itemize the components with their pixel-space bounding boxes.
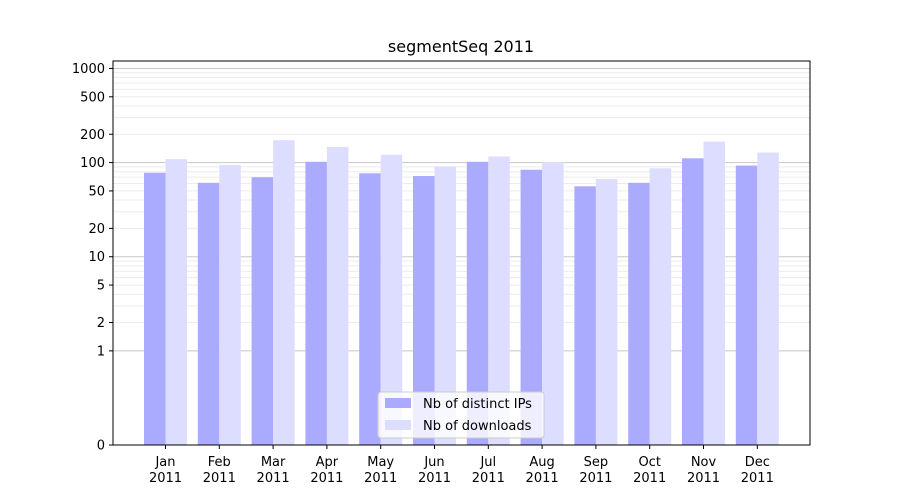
legend-label-distinct-ips: Nb of distinct IPs bbox=[423, 397, 532, 412]
x-tick-label-month: May bbox=[367, 455, 394, 470]
y-tick-label: 5 bbox=[97, 279, 105, 294]
bars bbox=[144, 140, 779, 446]
x-tick-label-year: 2011 bbox=[633, 471, 666, 486]
y-tick-label: 10 bbox=[88, 250, 105, 265]
x-tick-label-month: Jun bbox=[423, 455, 444, 470]
bar-downloads-aug bbox=[542, 162, 564, 445]
y-tick-label: 100 bbox=[80, 156, 105, 171]
y-tick-label: 500 bbox=[80, 90, 105, 105]
y-tick-label: 0 bbox=[97, 439, 105, 454]
bar-distinct-ips-apr bbox=[305, 161, 327, 445]
bar-downloads-nov bbox=[703, 141, 725, 445]
bar-distinct-ips-jun bbox=[413, 176, 435, 445]
x-tick-label-year: 2011 bbox=[310, 471, 343, 486]
bar-downloads-feb bbox=[219, 165, 241, 445]
bar-distinct-ips-oct bbox=[628, 182, 650, 445]
y-tick-label: 2 bbox=[97, 316, 105, 331]
plot-frame bbox=[112, 60, 811, 446]
x-tick-label-year: 2011 bbox=[418, 471, 451, 486]
x-axis: Jan2011Feb2011Mar2011Apr2011May2011Jun20… bbox=[149, 445, 774, 486]
bar-distinct-ips-jan bbox=[144, 172, 166, 445]
bar-downloads-jan bbox=[165, 159, 187, 445]
bar-distinct-ips-may bbox=[359, 173, 381, 445]
x-tick-label-year: 2011 bbox=[257, 471, 290, 486]
x-tick-label-year: 2011 bbox=[203, 471, 236, 486]
x-tick-label-year: 2011 bbox=[526, 471, 559, 486]
bar-downloads-jul bbox=[488, 156, 510, 446]
x-tick-label-year: 2011 bbox=[741, 471, 774, 486]
bar-downloads-dec bbox=[757, 152, 779, 445]
x-tick-label-month: Aug bbox=[529, 455, 554, 470]
legend-swatch-downloads bbox=[385, 420, 411, 430]
y-tick-label: 20 bbox=[88, 222, 105, 237]
y-tick-label: 1 bbox=[97, 344, 105, 359]
y-tick-label: 50 bbox=[88, 184, 105, 199]
y-tick-label: 1000 bbox=[72, 62, 105, 77]
x-tick-label-year: 2011 bbox=[149, 471, 182, 486]
bar-distinct-ips-aug bbox=[520, 169, 543, 445]
x-tick-label-year: 2011 bbox=[579, 471, 612, 486]
x-tick-label-year: 2011 bbox=[364, 471, 397, 486]
x-tick-label-month: Jan bbox=[154, 455, 175, 470]
x-tick-label-month: Nov bbox=[691, 455, 717, 470]
bar-downloads-mar bbox=[273, 140, 295, 445]
x-tick-label-month: Feb bbox=[208, 455, 231, 470]
x-tick-label-month: Dec bbox=[745, 455, 770, 470]
x-tick-label-year: 2011 bbox=[687, 471, 720, 486]
x-tick-label-month: Jul bbox=[479, 455, 496, 470]
y-axis: 0 1 2 5 10 20 50 100 200 500 1000 bbox=[72, 62, 113, 454]
legend-label-downloads: Nb of downloads bbox=[423, 419, 532, 434]
chart-title: segmentSeq 2011 bbox=[388, 37, 534, 56]
x-tick-label-month: Oct bbox=[638, 455, 660, 470]
bar-downloads-oct bbox=[649, 168, 672, 446]
x-tick-label-month: Sep bbox=[584, 455, 609, 470]
bar-downloads-may bbox=[380, 154, 403, 446]
y-tick-label: 200 bbox=[80, 128, 105, 143]
bar-distinct-ips-dec bbox=[735, 165, 758, 445]
bar-downloads-jun bbox=[434, 166, 456, 445]
x-tick-label-month: Apr bbox=[316, 455, 339, 470]
legend-swatch-distinct-ips bbox=[385, 398, 411, 408]
bar-distinct-ips-feb bbox=[197, 182, 220, 445]
bar-downloads-apr bbox=[326, 146, 349, 445]
bar-distinct-ips-nov bbox=[682, 158, 704, 445]
x-tick-label-month: Mar bbox=[261, 455, 286, 470]
bar-distinct-ips-sep bbox=[574, 186, 596, 445]
x-tick-label-year: 2011 bbox=[472, 471, 505, 486]
legend-box bbox=[377, 391, 545, 439]
legend: Nb of distinct IPs Nb of downloads bbox=[377, 391, 545, 439]
bar-distinct-ips-jul bbox=[466, 161, 489, 445]
bar-distinct-ips-mar bbox=[251, 177, 274, 446]
bar-downloads-sep bbox=[595, 178, 618, 445]
